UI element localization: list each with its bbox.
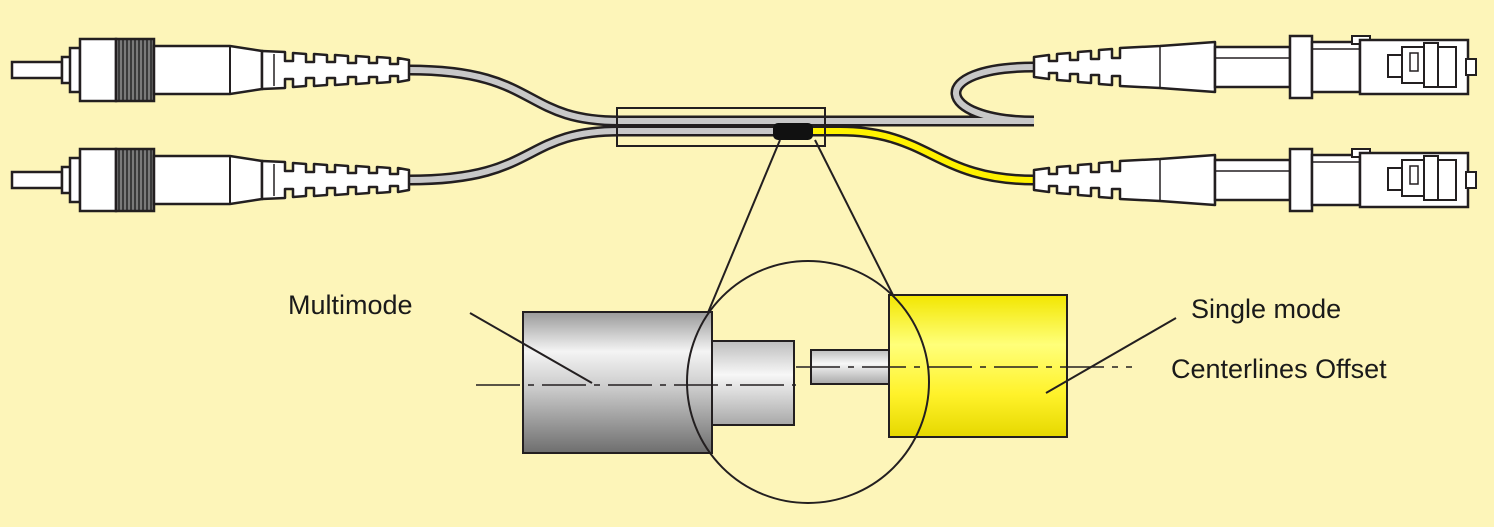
multimode-leader-line xyxy=(469,312,593,384)
splice-point xyxy=(773,123,813,140)
offset-detail xyxy=(476,260,1132,504)
zoom-line-left xyxy=(706,139,781,316)
zoom-line-right xyxy=(814,139,904,316)
multimode-core-stub xyxy=(711,340,795,426)
splice-housing xyxy=(616,107,826,147)
fiber-cables xyxy=(408,61,1035,186)
single-mode-core-body xyxy=(888,294,1068,438)
magnifier-circle xyxy=(686,260,930,504)
single-mode-label: Single mode xyxy=(1191,294,1341,324)
centerlines-offset-label: Centerlines Offset xyxy=(1171,354,1387,384)
multimode-label: Multimode xyxy=(288,290,413,320)
multimode-core-body xyxy=(522,311,713,454)
single-mode-leader-line xyxy=(1045,317,1177,394)
